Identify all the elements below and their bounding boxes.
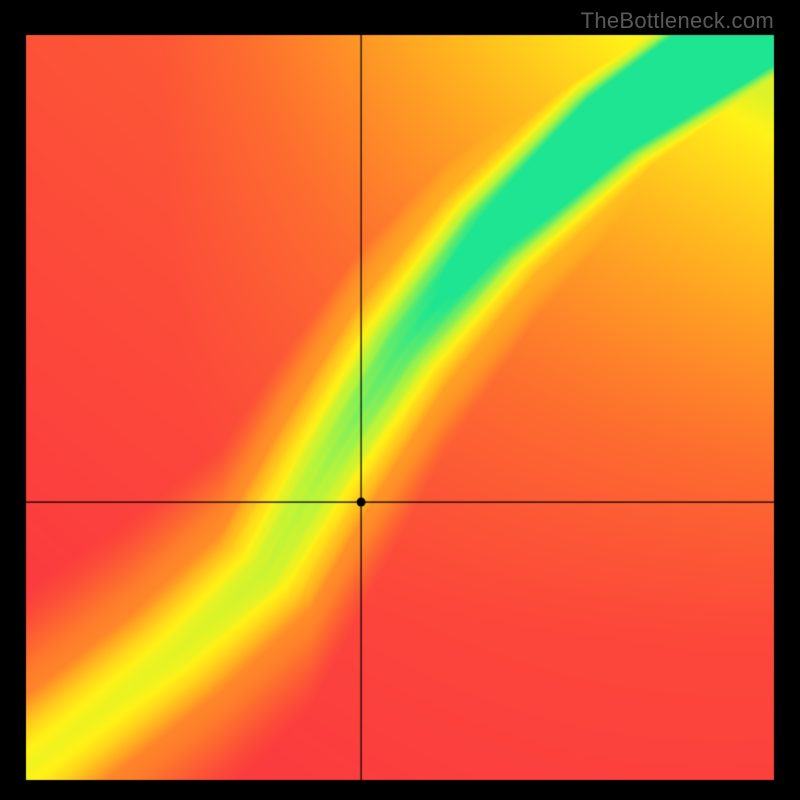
chart-container: TheBottleneck.com bbox=[0, 0, 800, 800]
watermark-text: TheBottleneck.com bbox=[581, 8, 774, 34]
bottleneck-heatmap bbox=[0, 0, 800, 800]
